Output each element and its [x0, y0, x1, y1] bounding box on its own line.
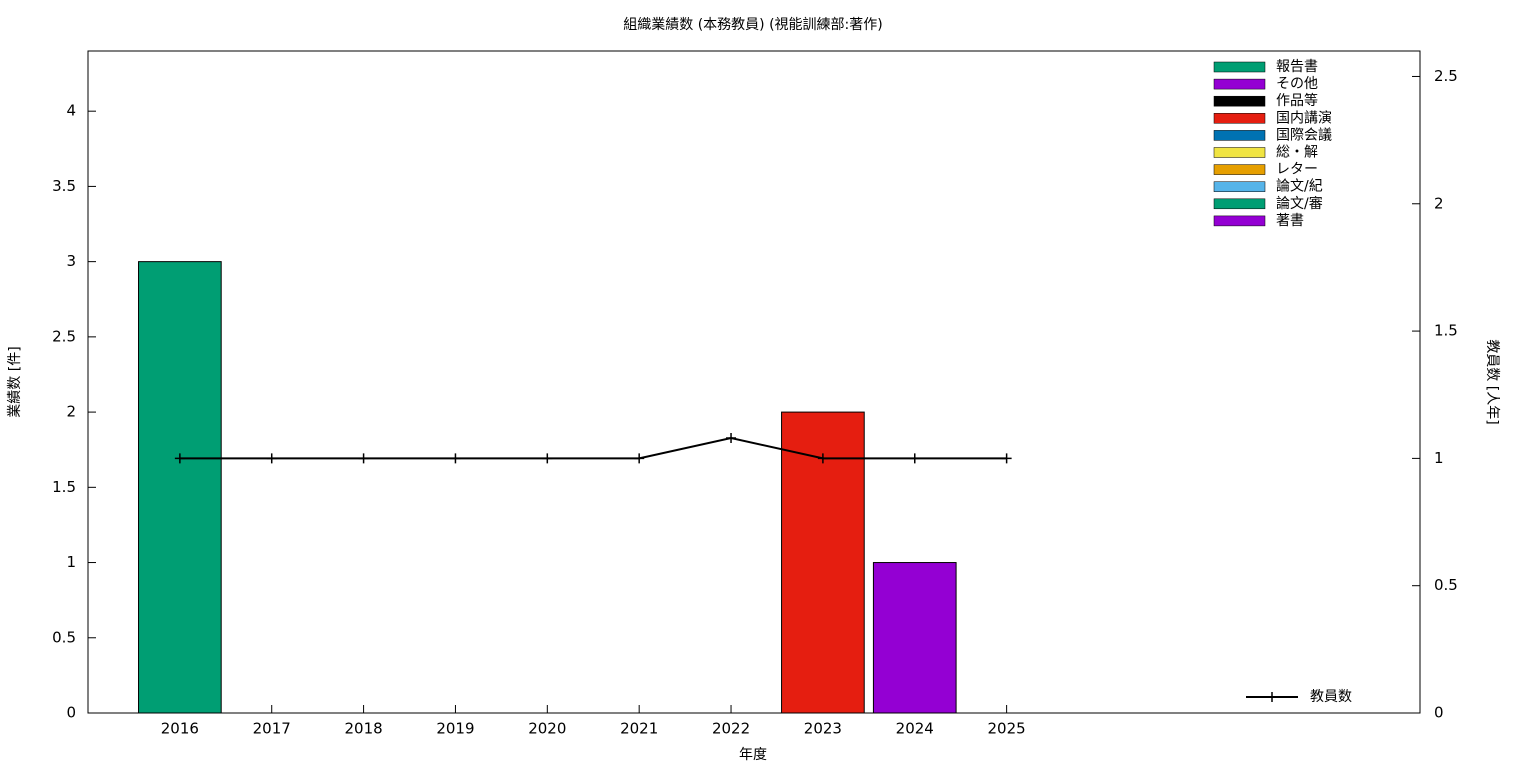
legend-label: 作品等 [1276, 92, 1318, 109]
point-marker [450, 453, 461, 464]
x-tick-label: 2020 [528, 720, 566, 738]
x-tick-label: 2018 [344, 720, 382, 738]
legend-swatch [1213, 164, 1266, 175]
point-marker [909, 453, 920, 464]
point-marker [817, 453, 828, 464]
y-tick-label: 3 [66, 252, 76, 270]
legend-swatch [1213, 113, 1266, 124]
plot-frame [87, 50, 1421, 714]
y2-axis-label: 教員数 [人年] [1484, 339, 1500, 424]
y2-tick-label: 1.5 [1434, 322, 1458, 340]
y-tick-label: 1 [66, 553, 76, 571]
y-tick-label: 3.5 [52, 177, 76, 195]
legend-swatch [1213, 61, 1266, 73]
point-marker [542, 453, 553, 464]
legend-label: 国内講演 [1276, 110, 1332, 126]
y-tick-label: 1.5 [52, 478, 76, 496]
legend-label: 著書 [1276, 213, 1304, 229]
x-tick-label: 2016 [161, 720, 199, 738]
chart-title: 組織業績数 (本務教員) (視能訓練部:著作) [623, 17, 882, 33]
x-axis-label: 年度 [739, 747, 767, 763]
legend-swatch [1213, 215, 1266, 227]
legend-label: 報告書 [1276, 59, 1318, 75]
legend-marker [1267, 692, 1277, 702]
x-tick-label: 2024 [896, 720, 934, 738]
x-tick-label: 2025 [988, 720, 1026, 738]
legend-label: 論文/審 [1276, 196, 1323, 212]
y2-tick-label: 0.5 [1434, 576, 1458, 594]
x-tick-label: 2022 [712, 720, 750, 738]
legend-label: 教員数 [1310, 689, 1352, 705]
legend-swatch [1213, 181, 1266, 192]
y-tick-label: 0.5 [52, 628, 76, 646]
legend-swatch [1213, 198, 1266, 210]
y2-tick-label: 0 [1434, 704, 1444, 722]
legend-label: 論文/紀 [1276, 179, 1323, 195]
y-tick-label: 2.5 [52, 327, 76, 345]
y-tick-label: 4 [66, 102, 76, 120]
legend-swatch [1213, 95, 1266, 107]
legend-swatch [1213, 130, 1266, 141]
point-marker [174, 453, 185, 464]
legend-swatch [1213, 147, 1266, 158]
point-marker [1001, 453, 1012, 464]
x-tick-label: 2023 [804, 720, 842, 738]
x-tick-label: 2021 [620, 720, 658, 738]
y-tick-label: 0 [66, 704, 76, 722]
line [179, 436, 1007, 460]
y2-tick-label: 2 [1434, 194, 1444, 212]
point-marker [726, 433, 737, 444]
bar [872, 562, 957, 714]
y2-tick-label: 1 [1434, 449, 1444, 467]
point-marker [358, 453, 369, 464]
legend-label: レター [1276, 162, 1318, 178]
legend-swatch [1213, 78, 1266, 90]
point-marker [634, 453, 645, 464]
legend-label: 国際会議 [1276, 126, 1332, 143]
legend-label: その他 [1276, 76, 1318, 92]
y-tick-label: 2 [66, 403, 76, 421]
point-marker [266, 453, 277, 464]
y-axis-label: 業績数 [件] [7, 346, 23, 417]
legend-label: 総・解 [1276, 145, 1318, 161]
y2-tick-label: 2.5 [1434, 67, 1458, 85]
x-tick-label: 2019 [436, 720, 474, 738]
bar [138, 261, 222, 714]
x-tick-label: 2017 [253, 720, 291, 738]
